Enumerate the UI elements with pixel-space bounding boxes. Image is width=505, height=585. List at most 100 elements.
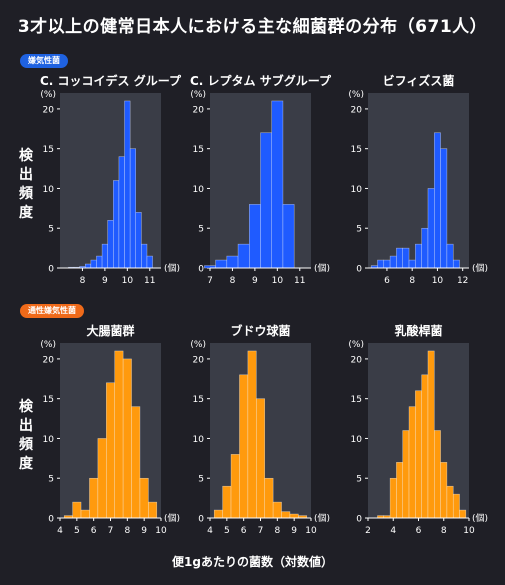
panel-5-x-tick-label-6: 10 (305, 526, 317, 536)
panel-6-x-unit: (個) (472, 512, 488, 524)
panel-1-x-tick-label-1: 9 (102, 276, 108, 286)
panel-4-x-tick-label-4: 8 (124, 526, 130, 536)
panel-6-bar-4 (402, 430, 410, 519)
panel-1-x-tick-label-3: 11 (144, 276, 155, 286)
panel-2-y-tick-label-3: 15 (193, 145, 204, 155)
panel-2-bar-4 (249, 204, 261, 269)
panel-2-x-tick-label-2: 9 (252, 276, 258, 286)
panel-4-x-tick-label-3: 7 (108, 526, 114, 536)
panel-5-x-tick-label-1: 5 (224, 526, 230, 536)
panel-2-y-unit: (%) (190, 90, 206, 100)
panel-6-y-tick-label-4: 20 (351, 355, 363, 365)
panel-3-bar-12 (446, 243, 454, 269)
panel-6-x-tick-label-4: 10 (463, 526, 475, 536)
panel-6-x-tick-label-0: 2 (365, 526, 371, 536)
panel-6-bar-5 (408, 406, 416, 519)
panel-1-bar-11 (129, 148, 136, 269)
panel-3-bar-9 (427, 188, 435, 269)
panel-2-bar-6 (271, 100, 284, 269)
panel-5-bar-6 (264, 477, 274, 519)
panel-4-x-tick-label-0: 4 (57, 526, 63, 536)
panel-3-x-tick-label-2: 10 (432, 276, 444, 286)
panel-6-x-tick-label-3: 8 (441, 526, 447, 536)
panel-1-y-tick-label-3: 15 (43, 145, 54, 155)
panel-4-x-tick-label-2: 6 (91, 526, 97, 536)
panel-6-bar-8 (427, 350, 435, 519)
panel-1-x-tick-label-0: 8 (80, 276, 86, 286)
panel-1-bar-13 (141, 243, 148, 269)
panel-1-bar-10 (124, 100, 131, 269)
panel-3-y-tick-label-0: 0 (356, 265, 362, 275)
panel-2-bar-1 (215, 259, 228, 269)
panel-4-bar-4 (97, 438, 107, 519)
panel-3-x-tick-label-1: 8 (409, 276, 415, 286)
panel-3-title: ビフィズス菌 (383, 73, 455, 88)
panel-4-x-unit: (個) (164, 512, 180, 524)
panel-4-x-tick-label-5: 9 (141, 526, 147, 536)
panel-3-bar-13 (452, 259, 460, 269)
panel-4-bar-2 (80, 509, 90, 519)
panel-2-x-tick-label-1: 8 (230, 276, 236, 286)
panel-2-bar-7 (282, 204, 295, 269)
panel-3-x-unit: (個) (472, 262, 488, 274)
panel-6-y-tick-label-0: 0 (356, 515, 362, 525)
panel-6-bar-2 (389, 477, 397, 519)
panel-2-y-tick-label-4: 20 (193, 105, 205, 115)
panel-3-bar-6 (408, 259, 416, 269)
panel-6-bar-3 (396, 462, 403, 519)
panel-4-y-tick-label-3: 15 (43, 395, 54, 405)
anaerobe-badge: 嫌気性菌 (20, 54, 68, 68)
panel-1-title: C. コッコイデス グループ (40, 73, 182, 88)
y-axis-title-top: 検 出 頻 度 (19, 148, 33, 221)
panel-1-bar-4 (90, 259, 97, 269)
panel-6-y-tick-label-2: 10 (351, 435, 363, 445)
panel-2-y-tick-label-2: 10 (193, 185, 205, 195)
panel-4-bar-5 (106, 382, 115, 519)
panel-4-y-unit: (%) (40, 340, 56, 350)
panel-3-y-tick-label-2: 10 (351, 185, 363, 195)
panel-3-x-tick-label-3: 12 (457, 276, 468, 286)
panel-5-bar-4 (247, 350, 257, 519)
panel-3-y-unit: (%) (348, 90, 364, 100)
panel-3-bar-10 (434, 132, 441, 269)
panel-5-y-tick-label-1: 5 (198, 475, 204, 485)
panel-1-bar-14 (146, 255, 153, 269)
panel-4-y-tick-label-0: 0 (48, 515, 54, 525)
panel-3-bar-8 (421, 227, 429, 269)
panel-1-y-unit: (%) (40, 90, 56, 100)
panel-6-bar-12 (452, 493, 460, 519)
panel-6-y-unit: (%) (348, 340, 364, 350)
panel-6-bar-10 (440, 462, 448, 519)
panel-5-x-tick-label-2: 6 (241, 526, 247, 536)
panel-5-y-unit: (%) (190, 340, 206, 350)
panel-4-bar-7 (122, 358, 132, 519)
panel-5-bar-8 (281, 511, 291, 519)
panel-4-y-tick-label-2: 10 (43, 435, 55, 445)
panel-5-bar-0 (213, 509, 223, 519)
panel-5-y-tick-label-4: 20 (193, 355, 205, 365)
panel-1-y-tick-label-2: 10 (43, 185, 55, 195)
panel-3-bar-7 (415, 243, 422, 269)
panel-3-y-tick-label-4: 20 (351, 105, 363, 115)
panel-2-bar-5 (260, 132, 272, 269)
panel-1-bar-8 (113, 180, 120, 269)
panel-4-bar-3 (89, 477, 99, 519)
panel-5-y-tick-label-0: 0 (198, 515, 204, 525)
facultative-anaerobe-badge: 通性嫌気性菌 (20, 304, 84, 318)
panel-5-x-tick-label-4: 8 (274, 526, 280, 536)
panel-5-bar-7 (272, 501, 282, 519)
panel-5-x-unit: (個) (314, 512, 330, 524)
panel-5-y-tick-label-3: 15 (193, 395, 204, 405)
panel-2-y-tick-label-0: 0 (198, 265, 204, 275)
panel-3-bar-11 (440, 148, 448, 269)
panel-4-bar-9 (139, 477, 149, 519)
panel-5-title: ブドウ球菌 (230, 323, 290, 338)
panel-6-y-tick-label-1: 5 (356, 475, 362, 485)
panel-6-bar-6 (415, 390, 422, 519)
panel-2-x-tick-label-3: 10 (272, 276, 284, 286)
panel-4-x-tick-label-1: 5 (74, 526, 80, 536)
panel-6-bar-13 (459, 509, 467, 519)
panel-5-bar-5 (256, 398, 265, 519)
y-axis-title-bottom: 検 出 頻 度 (19, 399, 33, 472)
panel-2-x-tick-label-4: 11 (294, 276, 305, 286)
